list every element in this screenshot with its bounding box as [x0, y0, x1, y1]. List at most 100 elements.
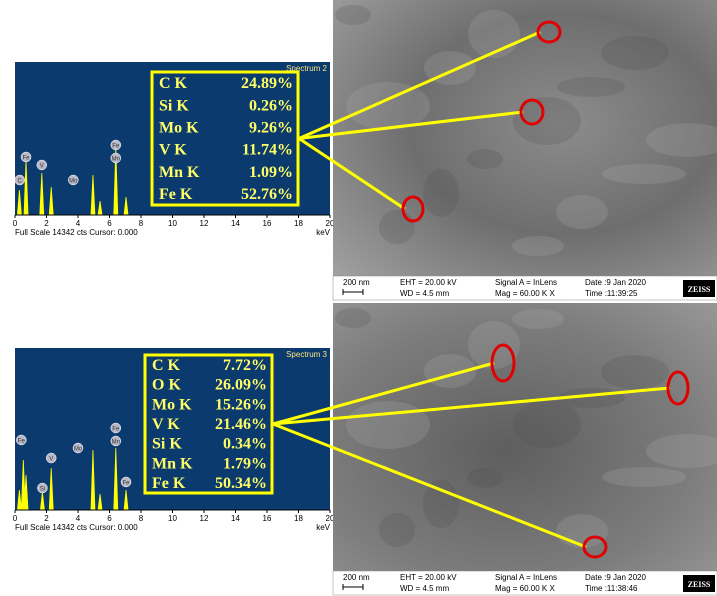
element: Mo K [159, 119, 199, 136]
element: C K [159, 75, 188, 92]
eht: EHT = 20.00 kV [400, 573, 457, 582]
sem-texture [556, 195, 608, 229]
weight-percent: 9.26% [249, 119, 293, 136]
peak-label: Mn [112, 440, 120, 446]
sem-texture [423, 169, 459, 217]
x-tick-label: 14 [231, 219, 240, 228]
eht: EHT = 20.00 kV [400, 278, 457, 287]
sem-texture [601, 36, 669, 70]
date: Date :9 Jan 2020 [585, 278, 646, 287]
x-tick-label: 8 [139, 219, 144, 228]
x-tick-label: 6 [107, 219, 112, 228]
sem-texture [346, 82, 430, 130]
peak-label: Fe [18, 439, 26, 445]
weight-percent: 21.46% [215, 416, 267, 433]
sem-texture [335, 308, 371, 328]
sem-texture [379, 210, 415, 244]
weight-percent: 52.76% [241, 186, 293, 203]
element: Si K [159, 97, 189, 114]
sem-texture [556, 514, 608, 548]
sem-texture [557, 77, 625, 97]
x-tick-label: 18 [294, 219, 303, 228]
element: C K [152, 357, 181, 374]
peak-label: Si [40, 487, 45, 493]
time: Time :11:38:46 [585, 584, 638, 593]
x-tick-label: 16 [263, 514, 272, 523]
scale-label: 200 nm [343, 573, 370, 582]
sem-texture [468, 321, 520, 369]
weight-percent: 11.74% [242, 142, 293, 159]
weight-percent: 15.26% [215, 396, 267, 413]
sem-texture [602, 164, 686, 184]
scale-label: 200 nm [343, 278, 370, 287]
mag: Mag = 60.00 K X [495, 289, 555, 298]
element: Mn K [159, 164, 200, 181]
sem-texture [513, 400, 581, 448]
peak-label: Fe [112, 427, 120, 433]
peak-label: Fe [123, 481, 131, 487]
brand: ZEISS [688, 285, 711, 294]
x-tick-label: 12 [200, 219, 209, 228]
weight-percent: 24.89% [241, 75, 293, 92]
sem-texture [379, 513, 415, 547]
sem-texture [335, 5, 371, 25]
weight-percent: 26.09% [215, 377, 267, 394]
x-tick-label: 0 [13, 514, 18, 523]
x-tick-label: 10 [168, 219, 177, 228]
peak-label: V [40, 164, 44, 170]
element: Mo K [152, 396, 192, 413]
x-tick-label: 16 [263, 219, 272, 228]
caption: Full Scale 14342 cts Cursor: 0.000 [15, 228, 138, 237]
x-tick-label: 8 [139, 514, 144, 523]
x-tick-label: 12 [200, 514, 209, 523]
weight-percent: 1.79% [223, 455, 267, 472]
peak-label: Mn [112, 157, 120, 163]
element: Fe K [152, 475, 186, 492]
peak-label: Fe [23, 156, 31, 162]
x-tick-label: 10 [168, 514, 177, 523]
sem-texture [423, 480, 459, 528]
x-tick-label: 0 [13, 219, 18, 228]
sem-texture [467, 149, 503, 169]
weight-percent: 0.26% [249, 97, 293, 114]
x-unit: keV [316, 523, 330, 532]
x-tick-label: 2 [44, 219, 49, 228]
peak-label: V [49, 457, 53, 463]
sem-texture [601, 355, 669, 389]
wd: WD = 4.5 mm [400, 289, 449, 298]
peak-label: Mo [74, 447, 83, 453]
x-tick-label: 2 [44, 514, 49, 523]
x-unit: keV [316, 228, 330, 237]
peak-label: C [18, 179, 23, 185]
caption: Full Scale 14342 cts Cursor: 0.000 [15, 523, 138, 532]
element: V K [152, 416, 180, 433]
mag: Mag = 60.00 K X [495, 584, 555, 593]
x-tick-label: 6 [107, 514, 112, 523]
x-tick-label: 4 [76, 514, 81, 523]
weight-percent: 7.72% [223, 357, 267, 374]
element: Mn K [152, 455, 193, 472]
weight-percent: 0.34% [223, 436, 267, 453]
peak-label: Mo [69, 179, 78, 185]
x-tick-label: 14 [231, 514, 240, 523]
sem-texture [346, 401, 430, 449]
element: Si K [152, 436, 182, 453]
date: Date :9 Jan 2020 [585, 573, 646, 582]
sem-texture [602, 467, 686, 487]
weight-percent: 50.34% [215, 475, 267, 492]
sem-texture [512, 309, 564, 329]
sem-texture [512, 236, 564, 256]
x-tick-label: 18 [294, 514, 303, 523]
figure: Spectrum 2CFeVMoFeMn02468101214161820keV… [0, 0, 717, 596]
x-tick-label: 4 [76, 219, 81, 228]
sem-texture [467, 468, 503, 488]
element: V K [159, 142, 187, 159]
weight-percent: 1.09% [249, 164, 293, 181]
peak-label: Fe [112, 144, 120, 150]
spectrum-title: Spectrum 3 [286, 350, 327, 359]
wd: WD = 4.5 mm [400, 584, 449, 593]
signal: Signal A = InLens [495, 278, 557, 287]
element: O K [152, 377, 181, 394]
brand: ZEISS [688, 580, 711, 589]
element: Fe K [159, 186, 193, 203]
